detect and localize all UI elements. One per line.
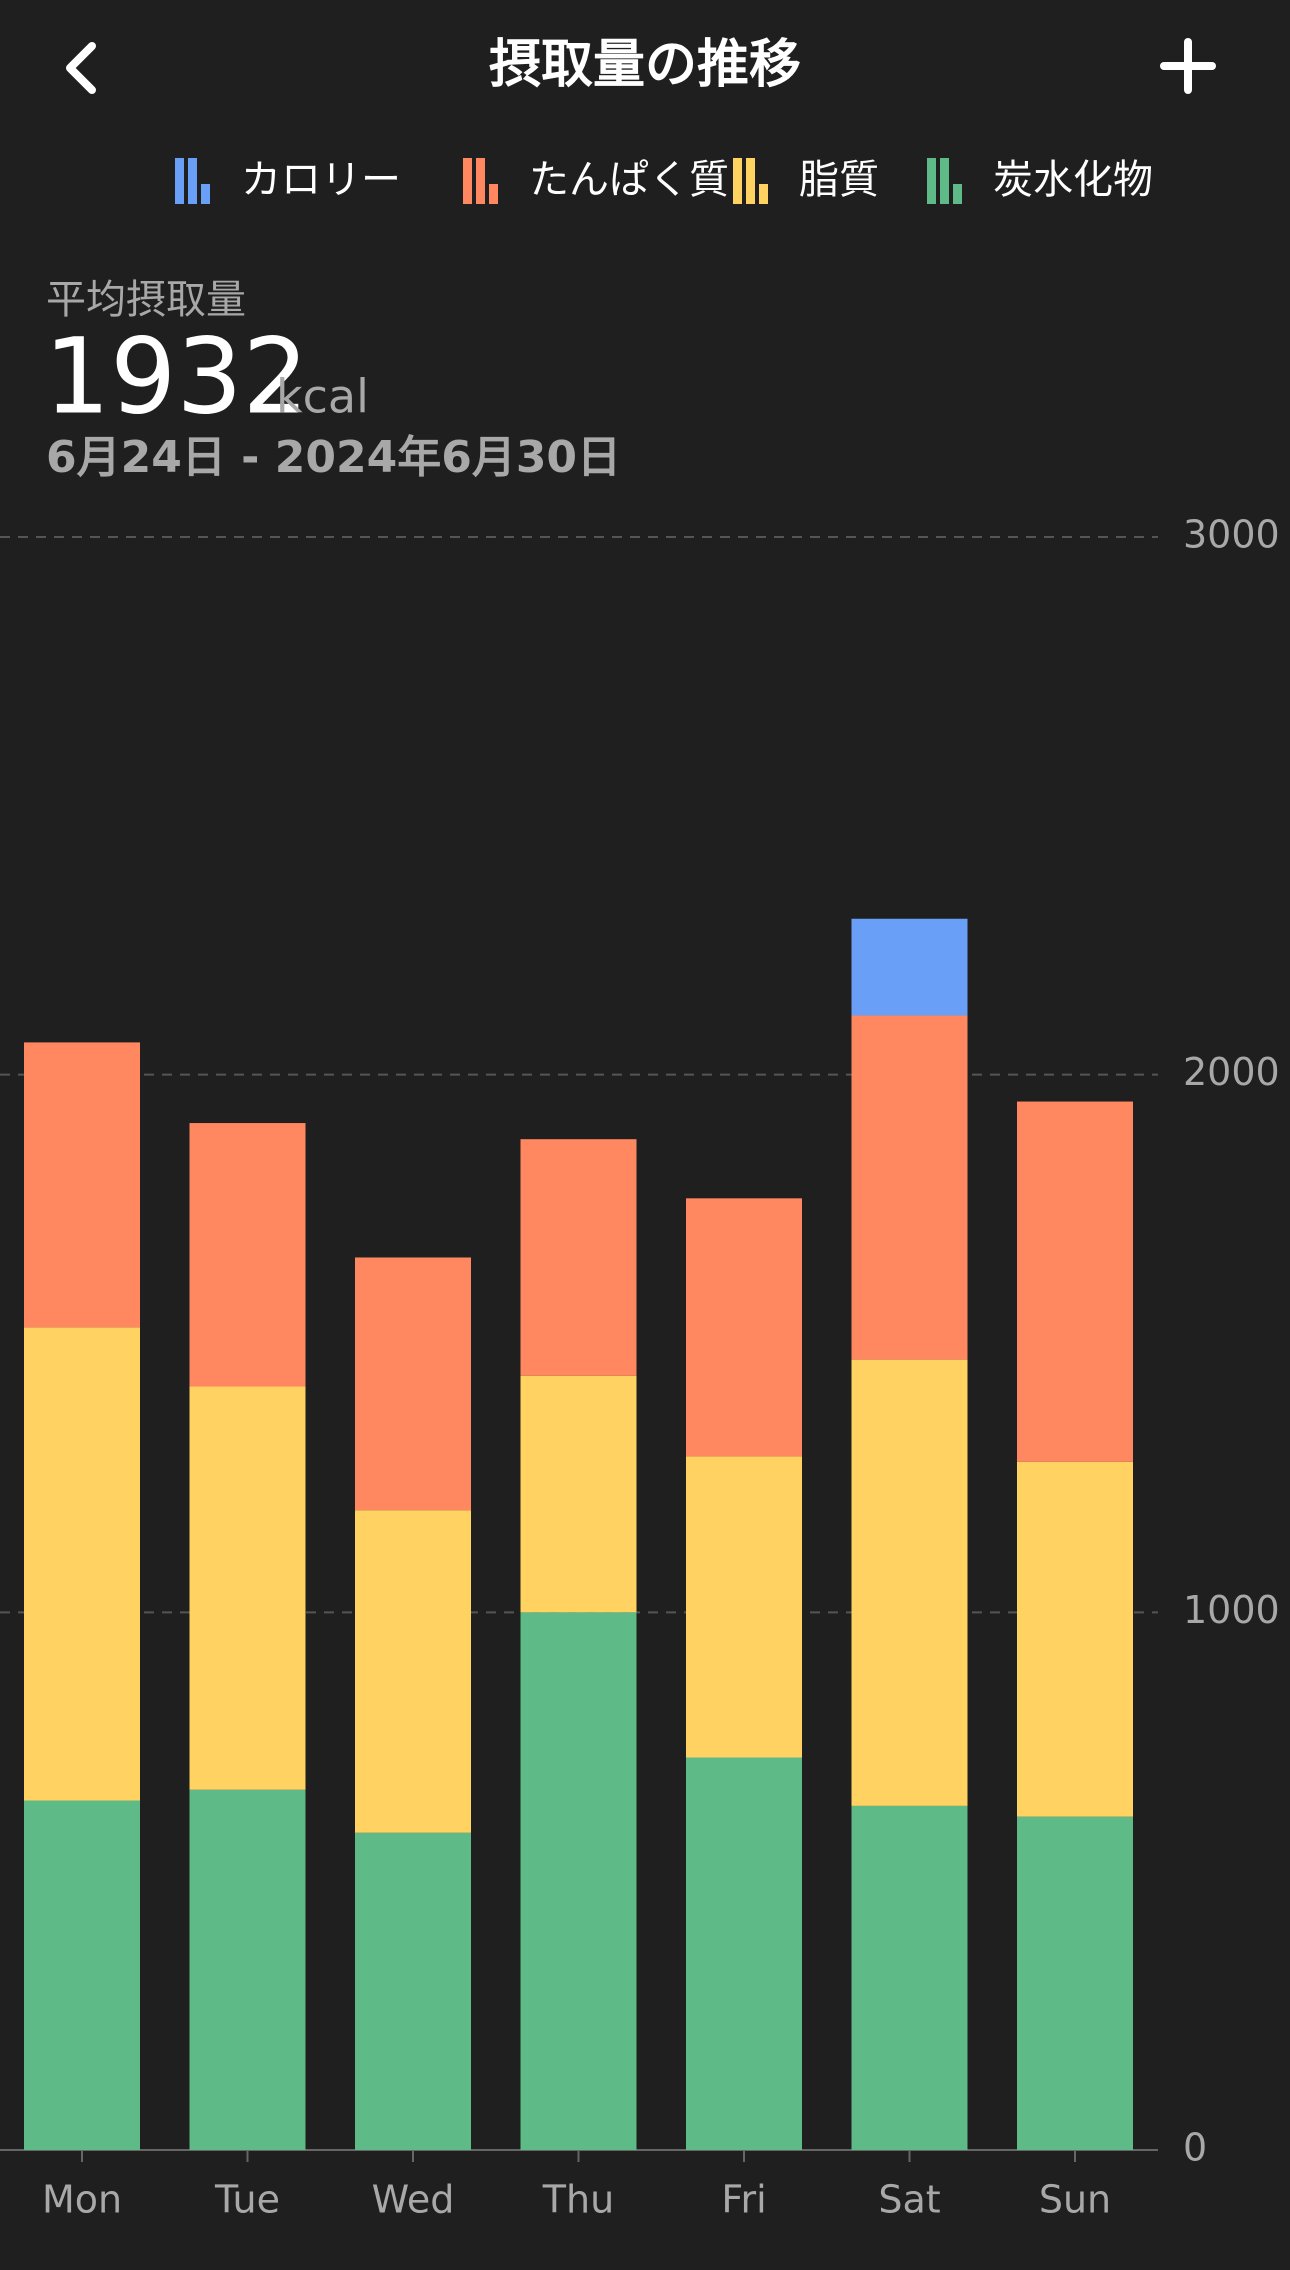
legend-icon [733, 158, 742, 204]
legend-icon [953, 184, 962, 204]
bar-segment [1017, 1101, 1133, 1462]
bar-segment [1017, 1461, 1133, 1817]
legend-icon [175, 158, 184, 204]
bar-segment [24, 1800, 140, 2150]
bar-segment [24, 1042, 140, 1328]
bar-segment [189, 1789, 306, 2150]
legend-icon [476, 158, 485, 204]
legend-label: 炭水化物 [993, 157, 1153, 203]
legend-icon [463, 158, 472, 204]
bar-segment [355, 1257, 471, 1511]
header-title: 摂取量の推移 [489, 35, 801, 95]
legend-icon [201, 184, 210, 204]
x-tick-label: Wed [372, 2178, 455, 2222]
summary-label: 平均摂取量 [46, 277, 246, 323]
bar-segment [189, 1386, 306, 1790]
y-tick-label: 0 [1183, 2126, 1207, 2170]
x-tick-label: Thu [542, 2178, 614, 2222]
add-button[interactable] [1160, 38, 1216, 94]
bar-segment [520, 1612, 637, 2150]
legend-label: たんぱく質 [529, 157, 729, 203]
x-tick-label: Fri [721, 2178, 766, 2222]
bar-segment [355, 1832, 471, 2150]
bar-segment [520, 1375, 637, 1613]
bar-segment [24, 1327, 140, 1801]
summary-range: 6月24日 - 2024年6月30日 [46, 432, 621, 483]
y-tick-label: 1000 [1183, 1588, 1280, 1632]
bar-segment [520, 1139, 637, 1376]
x-tick-label: Sat [878, 2178, 940, 2222]
legend-label: カロリー [241, 157, 401, 203]
legend-label: 脂質 [799, 157, 879, 203]
bar-segment [686, 1198, 802, 1457]
back-button[interactable] [66, 42, 96, 94]
legend-icon [188, 158, 197, 204]
bar-segment [851, 918, 968, 1016]
legend-icon [746, 158, 755, 204]
y-tick-label: 3000 [1183, 513, 1280, 557]
x-tick-label: Mon [42, 2178, 122, 2222]
legend-icon [927, 158, 936, 204]
bar-segment [189, 1123, 306, 1387]
x-tick-label: Sun [1039, 2178, 1111, 2222]
bar-segment [851, 1015, 968, 1360]
bar-segment [355, 1510, 471, 1833]
legend-icon [489, 184, 498, 204]
bar-segment [686, 1757, 802, 2150]
x-tick-label: Tue [214, 2178, 280, 2222]
bar-segment [1017, 1816, 1133, 2150]
legend-icon [759, 184, 768, 204]
bar-segment [851, 1359, 968, 1806]
bar-segment [851, 1805, 968, 2150]
y-tick-label: 2000 [1183, 1050, 1280, 1094]
summary-unit: kcal [276, 370, 369, 424]
legend-icon [940, 158, 949, 204]
summary-value: 1932 [44, 315, 309, 437]
bar-segment [686, 1456, 802, 1758]
